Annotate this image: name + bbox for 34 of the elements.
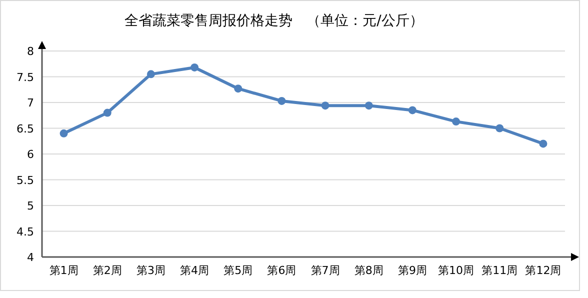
point (60, 129, 68, 138)
y-tick-label: 6 (27, 148, 34, 161)
point (278, 96, 286, 105)
x-tick-label: 第7周 (310, 264, 340, 277)
y-tick-label: 7.5 (16, 70, 34, 84)
point (234, 84, 242, 93)
x-tick-label: 第9周 (398, 264, 427, 277)
point (321, 102, 330, 110)
chart-title: 全省蔬菜零售周报价格走势 （单位：元/公斤） (124, 13, 424, 29)
x-tick-label: 第1周 (49, 264, 78, 277)
x-tick-label: 第3周 (136, 264, 166, 277)
point (408, 106, 416, 114)
y-tick-label: 8 (27, 45, 34, 58)
x-tick-label: 第4周 (180, 264, 210, 277)
point (103, 108, 112, 117)
point (496, 124, 504, 132)
y-tick-label: 4 (27, 251, 34, 264)
x-tick-label: 第5周 (224, 264, 253, 277)
x-tick-label: 第11周 (482, 264, 518, 277)
point (190, 63, 199, 72)
x-tick-label: 第8周 (354, 264, 384, 277)
y-tick-label: 5.5 (16, 174, 34, 187)
x-tick-label: 第10周 (438, 264, 474, 277)
x-tick-label: 第12周 (525, 264, 562, 277)
point (364, 102, 373, 110)
y-tick-label: 4.5 (16, 225, 34, 238)
y-tick-label: 6.5 (16, 122, 34, 136)
y-tick-label: 7 (27, 96, 34, 110)
x-tick-label: 第6周 (267, 264, 296, 277)
y-tick-label: 5 (27, 200, 34, 212)
point (539, 140, 548, 148)
x-tick-label: 第2周 (92, 264, 122, 277)
point (146, 70, 155, 78)
point (452, 118, 460, 126)
